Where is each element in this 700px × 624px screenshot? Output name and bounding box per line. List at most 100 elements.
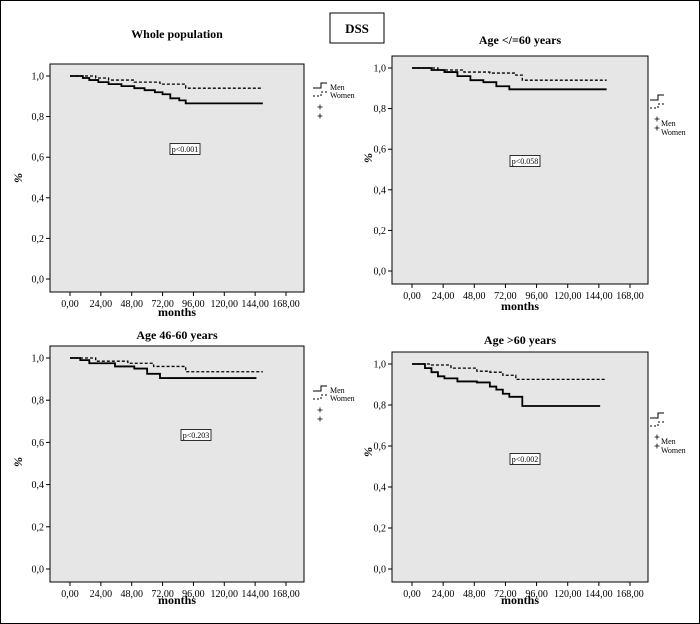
- x-tick-label: 168,00: [616, 589, 644, 600]
- chart-title: Age </=60 years: [479, 33, 562, 47]
- series-men-line: [412, 363, 601, 407]
- y-tick-label: 0,8: [374, 401, 387, 412]
- legend-men-symbol: [313, 82, 327, 89]
- x-tick-label: 168,00: [272, 299, 300, 310]
- x-tick-label: 144,00: [585, 589, 613, 600]
- chart-title: Whole population: [131, 27, 223, 41]
- legend-women-symbol: [313, 394, 327, 400]
- x-axis-label: months: [158, 593, 196, 607]
- y-tick-label: 0,4: [32, 193, 45, 204]
- series-men-line: [70, 75, 263, 105]
- legend-entry-women: Women: [330, 91, 355, 100]
- legend-censor-icon: [317, 407, 323, 413]
- x-tick-label: 168,00: [272, 589, 300, 600]
- series-women-line: [412, 363, 607, 381]
- x-tick-label: 120,00: [554, 589, 582, 600]
- y-tick-label: 0,6: [32, 153, 45, 164]
- legend-entry-women: Women: [661, 446, 686, 455]
- legend-entry-men: Men: [330, 83, 345, 92]
- x-tick-label: 96,00: [182, 589, 205, 600]
- x-tick-label: 48,00: [463, 291, 486, 302]
- plot-area: [391, 55, 649, 285]
- y-tick-label: 1,0: [374, 64, 387, 75]
- y-tick-label: 0,2: [374, 524, 387, 535]
- y-tick-label: 0,0: [374, 267, 387, 278]
- x-tick-label: 144,00: [241, 589, 269, 600]
- y-tick-label: 0,6: [374, 442, 387, 453]
- y-tick-label: 0,0: [374, 565, 387, 576]
- legend-censor-icon: [654, 116, 660, 122]
- p-value-label: p<0.001: [172, 145, 199, 154]
- x-tick-label: 96,00: [525, 291, 548, 302]
- legend-censor-icon: [317, 113, 323, 119]
- chart-panel-2: Age </=60 years 0,0 0,2 0,4 0,6 0,8 1,0 0,00 24,…: [361, 33, 686, 313]
- series-women-line: [70, 75, 263, 89]
- y-tick-label: 1,0: [32, 72, 45, 83]
- x-tick-label: 72,00: [494, 589, 517, 600]
- p-value-label: p<0.203: [183, 431, 210, 440]
- legend-censor-icon: [317, 416, 323, 422]
- series-men-line: [70, 357, 257, 379]
- legend-censor-icon: [654, 443, 660, 449]
- x-tick-label: 168,00: [616, 291, 644, 302]
- y-axis-label: %: [11, 173, 25, 183]
- legend-censor-icon: [317, 104, 323, 110]
- chart-title: Age 46-60 years: [136, 328, 218, 342]
- legend-women-symbol: [313, 91, 327, 97]
- x-tick-label: 48,00: [120, 589, 143, 600]
- x-tick-label: 24,00: [432, 291, 455, 302]
- legend-men-symbol: [650, 412, 664, 419]
- p-value-box: [169, 143, 201, 155]
- chart-title: Age >60 years: [484, 333, 556, 347]
- y-tick-label: 0,6: [374, 145, 387, 156]
- chart-panel-4: Age >60 years 0,0 0,2 0,4 0,6 0,8 1,0 0,00 24,00…: [361, 333, 686, 607]
- x-tick-label: 24,00: [90, 299, 113, 310]
- x-tick-label: 24,00: [90, 589, 113, 600]
- x-tick-label: 96,00: [182, 299, 205, 310]
- y-tick-label: 0,2: [374, 226, 387, 237]
- x-tick-label: 72,00: [151, 589, 174, 600]
- x-tick-label: 120,00: [554, 291, 582, 302]
- legend-entry-men: Men: [661, 119, 676, 128]
- x-tick-label: 48,00: [120, 299, 143, 310]
- y-tick-label: 0,8: [32, 112, 45, 123]
- legend-women-symbol: [650, 103, 664, 109]
- y-tick-label: 0,0: [32, 275, 45, 286]
- y-tick-label: 0,8: [374, 104, 387, 115]
- legend-censor-icon: [654, 434, 660, 440]
- header-box: [329, 12, 385, 44]
- y-tick-label: 1,0: [32, 354, 45, 365]
- x-tick-label: 0,00: [61, 589, 79, 600]
- legend-entry-men: Men: [330, 386, 345, 395]
- legend-women-symbol: [650, 421, 664, 427]
- chart-panel-3: Age 46-60 years 0,0 0,2 0,4 0,6 0,8 1,0 0,00 24,…: [11, 328, 355, 607]
- legend-men-symbol: [313, 385, 327, 392]
- series-women-line: [412, 67, 607, 81]
- legend-entry-men: Men: [661, 437, 676, 446]
- plot-area: [391, 351, 649, 583]
- p-value-box: [509, 155, 541, 167]
- p-value-box: [509, 453, 541, 465]
- x-tick-label: 72,00: [151, 299, 174, 310]
- chart-panel-1: Whole population 0,0 0,2 0,4 0,6 0,8 1,0 0,00 24…: [11, 27, 355, 319]
- x-axis-label: months: [501, 593, 539, 607]
- y-tick-label: 0,2: [32, 522, 45, 533]
- y-tick-label: 0,2: [32, 234, 45, 245]
- x-tick-label: 120,00: [211, 299, 239, 310]
- x-tick-label: 0,00: [403, 589, 421, 600]
- y-tick-label: 0,6: [32, 438, 45, 449]
- y-tick-label: 0,4: [374, 483, 387, 494]
- y-tick-label: 1,0: [374, 360, 387, 371]
- x-tick-label: 144,00: [585, 291, 613, 302]
- x-tick-label: 48,00: [463, 589, 486, 600]
- figure-header: DSS: [345, 21, 369, 36]
- x-axis-label: months: [158, 305, 196, 319]
- y-axis-label: %: [361, 447, 375, 457]
- x-tick-label: 0,00: [403, 291, 421, 302]
- legend-censor-icon: [654, 125, 660, 131]
